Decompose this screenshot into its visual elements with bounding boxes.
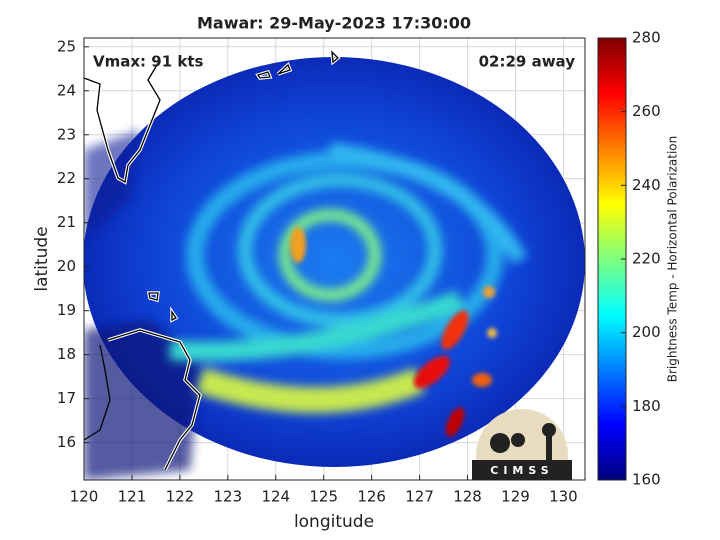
chart-title: Mawar: 29-May-2023 17:30:00 [197,14,471,33]
brightness-image [84,47,585,480]
x-tick-label: 121 [118,488,147,506]
logo: CIMSS [472,409,572,480]
colorbar-tick-label: 180 [632,397,661,415]
y-tick-label: 17 [57,389,76,407]
colorbar-label: Brightness Temp - Horizontal Polarizatio… [666,136,680,383]
y-tick-label: 21 [57,213,76,231]
y-axis-label: latitude [32,226,52,291]
y-tick-label: 25 [57,37,76,55]
x-tick-label: 125 [309,488,338,506]
x-tick-label: 124 [261,488,290,506]
x-tick-label: 128 [453,488,482,506]
x-tick-label: 120 [70,488,99,506]
y-tick-label: 18 [57,345,76,363]
y-tick-label: 20 [57,257,76,275]
y-tick-label: 23 [57,125,76,143]
x-axis-label: longitude [294,512,374,532]
x-tick-label: 122 [166,488,195,506]
y-tick-label: 16 [57,433,76,451]
annotation: Vmax: 91 kts [93,53,203,71]
annotation: 02:29 away [479,53,576,71]
colorbar-tick-label: 200 [632,323,661,341]
colorbar-tick-label: 260 [632,102,661,120]
x-tick-label: 130 [549,488,578,506]
y-tick-label: 22 [57,169,76,187]
x-tick-label: 127 [405,488,434,506]
x-tick-label: 129 [501,488,530,506]
colorbar-tick-label: 280 [632,29,661,47]
x-tick-label: 126 [357,488,386,506]
plot-frame [83,37,586,481]
x-tick-label: 123 [214,488,243,506]
colorbar-tick-label: 240 [632,176,661,194]
colorbar-tick-label: 220 [632,250,661,268]
y-tick-label: 24 [57,81,76,99]
colorbar-tick-label: 160 [632,471,661,489]
logo-text: CIMSS [490,464,553,477]
y-tick-label: 19 [57,301,76,319]
